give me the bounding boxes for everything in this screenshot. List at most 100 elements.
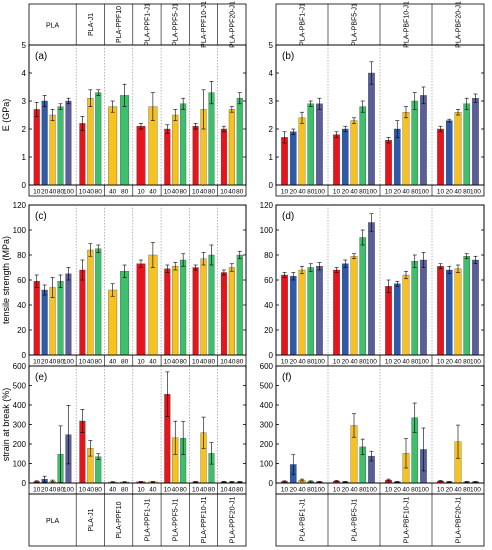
- x-tick-label: 40: [350, 487, 358, 494]
- x-tick-label: 20: [342, 189, 350, 196]
- x-tick-label: 10: [192, 189, 200, 196]
- x-tick-label: 40: [49, 189, 57, 196]
- x-tick-label: 80: [359, 359, 367, 366]
- y-tick-label: 400: [260, 401, 274, 410]
- x-tick-label: 100: [418, 487, 429, 494]
- group-label: PLA-PBF1-J1: [300, 498, 307, 541]
- y-tick-label: 100: [260, 460, 274, 469]
- x-tick-label: 80: [57, 359, 65, 366]
- y-tick-label: 200: [13, 440, 27, 449]
- y-tick-label: 120: [260, 201, 274, 210]
- x-tick-label: 40: [228, 189, 236, 196]
- x-tick-label: 40: [298, 487, 306, 494]
- x-tick-label: 100: [63, 487, 74, 494]
- y-axis-label: E (GPa): [1, 99, 11, 132]
- bar: [65, 100, 72, 186]
- x-tick-label: 20: [290, 359, 298, 366]
- bar: [79, 123, 86, 186]
- bar: [95, 456, 102, 484]
- bar: [437, 128, 444, 186]
- x-tick-label: 40: [49, 487, 57, 494]
- bar: [41, 100, 48, 186]
- x-tick-label: 40: [172, 359, 180, 366]
- x-tick-label: 10: [437, 359, 445, 366]
- x-tick-label: 40: [149, 487, 157, 494]
- x-tick-label: 20: [290, 189, 298, 196]
- bar: [341, 263, 349, 356]
- x-tick-label: 40: [228, 359, 236, 366]
- y-tick-label: 1: [269, 153, 274, 162]
- x-tick-label: 40: [149, 189, 157, 196]
- y-tick-label: 300: [260, 421, 274, 430]
- bar: [79, 269, 86, 356]
- group-label: PLA-PPF10: [116, 501, 123, 538]
- x-tick-label: 10: [192, 359, 200, 366]
- x-tick-label: 80: [463, 487, 471, 494]
- y-tick-label: 100: [260, 226, 274, 235]
- x-tick-label: 80: [463, 189, 471, 196]
- group-label: PLA-PBF5-J1: [352, 3, 359, 46]
- x-tick-label: 20: [342, 487, 350, 494]
- y-tick-label: 300: [13, 421, 27, 430]
- x-tick-label: 80: [121, 487, 129, 494]
- x-tick-label: 10: [333, 189, 341, 196]
- bar: [33, 281, 40, 356]
- bar: [87, 249, 94, 356]
- y-tick-label: 1: [22, 153, 27, 162]
- x-tick-label: 100: [366, 359, 377, 366]
- bar: [120, 271, 130, 356]
- x-tick-label: 40: [87, 189, 95, 196]
- bar: [420, 259, 427, 356]
- y-tick-label: 80: [17, 251, 26, 260]
- panel-label: (a): [35, 51, 47, 62]
- y-tick-label: 0: [269, 181, 274, 190]
- y-tick-label: 3: [22, 97, 27, 106]
- x-tick-label: 80: [57, 189, 65, 196]
- x-tick-label: 40: [109, 189, 117, 196]
- bar: [341, 128, 349, 186]
- x-tick-label: 20: [41, 359, 49, 366]
- x-tick-label: 80: [411, 359, 419, 366]
- x-tick-label: 10: [385, 487, 393, 494]
- x-tick-label: 10: [33, 359, 41, 366]
- bar: [108, 289, 118, 356]
- y-tick-label: 40: [264, 301, 273, 310]
- bar: [289, 131, 297, 186]
- x-tick-label: 80: [307, 359, 315, 366]
- bar: [368, 72, 375, 186]
- x-tick-label: 100: [470, 487, 481, 494]
- bar: [411, 261, 419, 356]
- y-tick-label: 0: [269, 351, 274, 360]
- x-tick-label: 100: [418, 359, 429, 366]
- y-axis-label: tensile strength (MPa): [1, 236, 11, 324]
- group-label: PLA-PPF1-J1: [144, 498, 151, 541]
- x-tick-label: 10: [164, 189, 172, 196]
- bar: [402, 112, 410, 186]
- x-tick-label: 40: [172, 487, 180, 494]
- x-label-strip: [28, 184, 247, 197]
- bar: [281, 274, 288, 356]
- x-tick-label: 80: [359, 189, 367, 196]
- y-tick-label: 200: [260, 440, 274, 449]
- group-label: PLA-PPF5-J1: [173, 3, 180, 46]
- x-tick-label: 100: [63, 189, 74, 196]
- x-tick-label: 40: [350, 189, 358, 196]
- x-tick-label: 80: [463, 359, 471, 366]
- group-label: PLA-PBF5-J1: [352, 498, 359, 541]
- group-label: PLA-PPF20-J1: [229, 1, 236, 48]
- bar: [41, 289, 48, 356]
- group-label-box: [28, 3, 247, 46]
- group-label: PLA: [46, 518, 60, 525]
- y-tick-label: 500: [260, 382, 274, 391]
- y-tick-label: 500: [13, 382, 27, 391]
- x-tick-label: 10: [385, 359, 393, 366]
- x-tick-label: 80: [95, 487, 103, 494]
- x-tick-label: 80: [121, 189, 129, 196]
- bar: [316, 266, 323, 356]
- x-tick-label: 80: [57, 487, 65, 494]
- bar: [192, 126, 199, 186]
- x-tick-label: 40: [109, 487, 117, 494]
- x-tick-label: 80: [180, 189, 188, 196]
- bar: [136, 126, 146, 186]
